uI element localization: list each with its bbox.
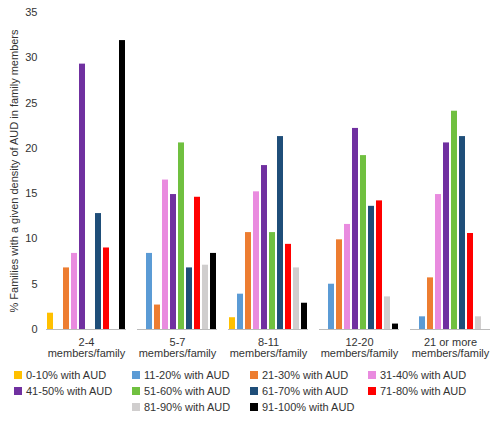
svg-text:8-11members/family: 8-11members/family	[230, 336, 308, 359]
html-text:81-90% with AUD: 81-90% with AUD	[144, 401, 231, 413]
html-text:71-80% with AUD: 71-80% with AUD	[380, 385, 467, 397]
svg-text:25: 25	[25, 97, 37, 109]
svg-text:15: 15	[25, 187, 37, 199]
html-text:51-60% with AUD: 51-60% with AUD	[144, 385, 231, 397]
html-text:61-70% with AUD: 61-70% with AUD	[262, 385, 349, 397]
html-text:0-10% with AUD: 0-10% with AUD	[26, 369, 107, 381]
html-text:31-40% with AUD: 31-40% with AUD	[380, 369, 467, 381]
svg-text:10: 10	[25, 232, 37, 244]
svg-text:21 or moremembers/family: 21 or moremembers/family	[412, 336, 490, 359]
svg-text:35: 35	[25, 6, 37, 18]
html-text:11-20% with AUD: 11-20% with AUD	[144, 369, 230, 381]
html-text:41-50% with AUD: 41-50% with AUD	[26, 385, 113, 397]
html-text:21-30% with AUD: 21-30% with AUD	[262, 369, 349, 381]
html-text:91-100% with AUD: 91-100% with AUD	[262, 401, 355, 413]
svg-text:30: 30	[25, 51, 37, 63]
svg-text:5-7members/family: 5-7members/family	[139, 336, 217, 359]
svg-text:2-4members/family: 2-4members/family	[48, 336, 126, 359]
svg-text:20: 20	[25, 142, 37, 154]
svg-text:12-20members/family: 12-20members/family	[321, 336, 399, 359]
svg-text:5: 5	[31, 278, 37, 290]
svg-text:0: 0	[31, 323, 37, 335]
svg-text:% Families with a given densit: % Families with a given density of AUD i…	[8, 29, 20, 313]
